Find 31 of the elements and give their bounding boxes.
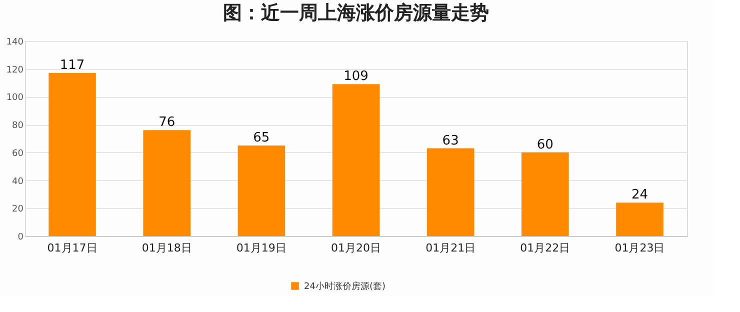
data-label: 117 xyxy=(60,58,85,74)
legend-label: 24小时涨价房源(套) xyxy=(304,281,386,292)
y-tick-label: 140 xyxy=(6,38,24,48)
y-tick-label: 20 xyxy=(12,204,24,215)
chart-title: 图：近一周上海涨价房源量走势 xyxy=(223,2,489,24)
y-tick-label: 80 xyxy=(12,121,24,132)
data-label: 63 xyxy=(442,133,459,148)
y-tick-label: 0 xyxy=(18,232,24,242)
bar xyxy=(238,145,286,236)
y-tick-label: 60 xyxy=(12,148,24,159)
x-tick-label: 01月17日 xyxy=(47,242,98,254)
bar xyxy=(48,73,96,236)
x-tick-label: 01月20日 xyxy=(331,242,381,254)
data-label: 65 xyxy=(253,130,270,146)
data-label: 109 xyxy=(344,69,368,84)
bar xyxy=(426,148,474,236)
y-tick-label: 120 xyxy=(6,65,24,76)
y-tick-label: 40 xyxy=(12,176,24,187)
bar xyxy=(332,84,380,236)
data-label: 60 xyxy=(536,137,554,152)
x-tick-label: 01月19日 xyxy=(236,242,286,254)
bar xyxy=(522,152,569,236)
y-tick-label: 100 xyxy=(6,93,24,104)
data-label: 76 xyxy=(158,115,176,130)
x-tick-label: 01月21日 xyxy=(426,242,476,254)
data-label: 24 xyxy=(631,188,648,203)
bar xyxy=(143,130,190,236)
x-tick-label: 01月18日 xyxy=(142,242,192,254)
bar xyxy=(616,202,664,236)
x-tick-label: 01月23日 xyxy=(614,242,665,254)
x-tick-label: 01月22日 xyxy=(520,242,570,254)
